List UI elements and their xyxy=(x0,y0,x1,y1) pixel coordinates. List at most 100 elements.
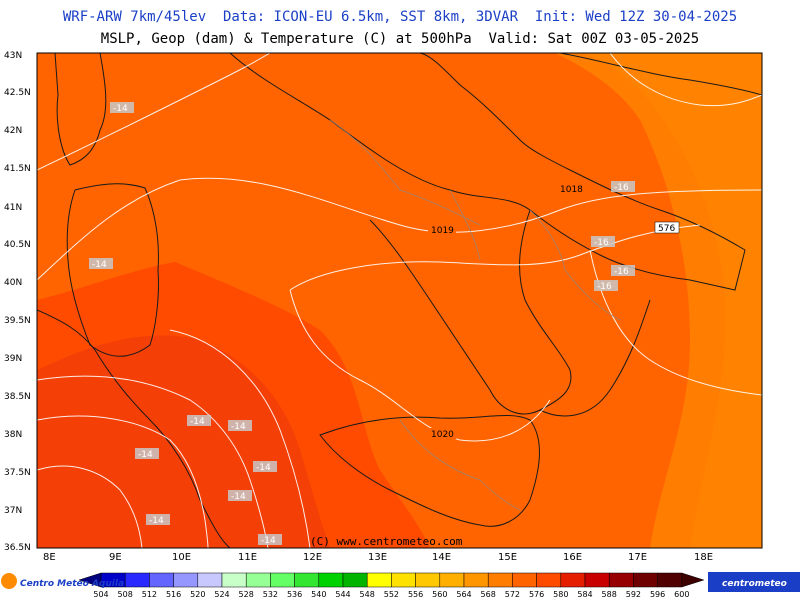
isobar-label: 1020 xyxy=(431,430,454,440)
copyright-text: (C) www.centrometeo.com xyxy=(310,535,463,548)
legend-value: 552 xyxy=(384,590,399,599)
map-title-line2: MSLP, Geop (dam) & Temperature (C) at 50… xyxy=(100,31,700,47)
lat-label: 41.5N xyxy=(4,164,31,174)
legend-swatch xyxy=(173,572,199,588)
lat-label: 42N xyxy=(4,126,22,136)
geopotential-band-east xyxy=(585,53,762,548)
map-title-line1: WRF-ARW 7km/45lev Data: ICON-EU 6.5km, S… xyxy=(62,9,738,25)
isobars xyxy=(37,53,762,548)
temperature-label: -14 xyxy=(190,417,205,427)
legend-value: 528 xyxy=(239,590,254,599)
lon-label: 17E xyxy=(628,552,647,563)
temperature-label: -16 xyxy=(594,238,609,248)
lat-label: 40.5N xyxy=(4,240,31,250)
legend-value: 532 xyxy=(263,590,278,599)
lon-label: 15E xyxy=(498,552,517,563)
legend-value: 516 xyxy=(166,590,181,599)
lon-label: 14E xyxy=(432,552,451,563)
lon-label: 11E xyxy=(238,552,257,563)
legend-swatch xyxy=(487,572,513,588)
legend-value: 540 xyxy=(311,590,326,599)
legend-value: 556 xyxy=(408,590,423,599)
temperature-labels: -14 -14 -14 -14 -14 -14 -14 -14 -14 -16 … xyxy=(89,102,635,546)
legend-swatch xyxy=(318,572,344,588)
legend-value: 548 xyxy=(360,590,375,599)
legend-swatch xyxy=(197,572,223,588)
lon-label: 9E xyxy=(109,552,122,563)
legend-swatch xyxy=(657,572,683,588)
lat-label: 38.5N xyxy=(4,392,31,402)
map-area xyxy=(37,53,762,548)
latitude-labels: 43N 42.5N 42N 41.5N 41N 40.5N 40N 39.5N … xyxy=(4,51,31,553)
temperature-label: -14 xyxy=(261,536,276,546)
longitude-labels: 8E 9E 10E 11E 12E 13E 14E 15E 16E 17E 18… xyxy=(43,552,713,563)
legend-value: 524 xyxy=(214,590,229,599)
legend-value: 512 xyxy=(142,590,157,599)
geopotential-label: 576 xyxy=(658,224,675,234)
legend-swatch xyxy=(584,572,610,588)
legend-value: 576 xyxy=(529,590,544,599)
legend-swatch xyxy=(415,572,441,588)
lat-label: 41N xyxy=(4,203,22,213)
logo-left-text: Centro Meteo Aquila xyxy=(20,579,124,589)
legend-value: 596 xyxy=(650,590,665,599)
legend-value: 568 xyxy=(481,590,496,599)
temperature-label: -14 xyxy=(92,260,107,270)
logo-right-text: centrometeo xyxy=(722,579,787,589)
temperature-label: -14 xyxy=(138,450,153,460)
lat-label: 43N xyxy=(4,51,22,61)
legend-value: 572 xyxy=(505,590,520,599)
legend-swatch xyxy=(608,572,634,588)
legend-value: 504 xyxy=(93,590,108,599)
temperature-label: -16 xyxy=(614,183,629,193)
isobar-labels: 1018 1019 1020 xyxy=(428,183,585,440)
lon-label: 12E xyxy=(303,552,322,563)
legend-swatch xyxy=(245,572,271,588)
legend-swatch xyxy=(149,572,174,588)
lat-label: 40N xyxy=(4,278,22,288)
legend-value: 584 xyxy=(577,590,592,599)
legend-swatch xyxy=(439,572,465,588)
legend-swatch xyxy=(560,572,586,588)
legend-swatch xyxy=(221,572,247,588)
lon-label: 10E xyxy=(172,552,191,563)
legend-swatch xyxy=(633,572,658,588)
color-legend: 504 508 512 516 520 524 528 532 536 540 544 548 552 5… xyxy=(78,572,705,599)
lat-label: 42.5N xyxy=(4,88,31,98)
lat-label: 39N xyxy=(4,354,22,364)
lat-label: 37.5N xyxy=(4,468,31,478)
lon-label: 16E xyxy=(563,552,582,563)
temperature-label: -16 xyxy=(614,267,629,277)
legend-value: 564 xyxy=(456,590,471,599)
legend-swatch xyxy=(463,572,489,588)
temperature-label: -14 xyxy=(256,463,271,473)
logo-left: Centro Meteo Aquila xyxy=(1,573,124,589)
legend-value: 600 xyxy=(674,590,689,599)
lat-label: 38N xyxy=(4,430,22,440)
lat-label: 36.5N xyxy=(4,543,31,553)
legend-swatch xyxy=(294,572,320,588)
legend-value: 588 xyxy=(602,590,617,599)
legend-value: 536 xyxy=(287,590,302,599)
map-frame xyxy=(36,52,763,549)
legend-arrow-right xyxy=(681,572,705,588)
legend-value: 544 xyxy=(335,590,350,599)
legend-value: 560 xyxy=(432,590,447,599)
isobar-label: 1018 xyxy=(560,185,583,195)
lon-label: 18E xyxy=(694,552,713,563)
legend-value: 520 xyxy=(190,590,205,599)
lat-label: 39.5N xyxy=(4,316,31,326)
isobar-label: 1019 xyxy=(431,226,454,236)
lon-label: 13E xyxy=(368,552,387,563)
lat-label: 37N xyxy=(4,506,22,516)
temperature-label: -14 xyxy=(231,492,246,502)
lon-label: 8E xyxy=(43,552,56,563)
legend-value: 580 xyxy=(553,590,568,599)
coastlines xyxy=(37,53,762,548)
regional-boundaries xyxy=(329,119,621,511)
legend-value: 508 xyxy=(118,590,133,599)
logo-right: centrometeo xyxy=(708,572,800,592)
temperature-label: -14 xyxy=(231,422,246,432)
legend-swatch xyxy=(270,572,295,588)
